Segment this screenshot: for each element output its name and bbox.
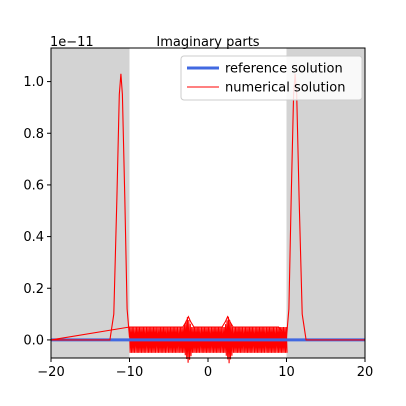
y-tick-label: 0.8: [23, 127, 44, 142]
legend: reference solution numerical solution: [180, 55, 363, 101]
legend-box: [180, 55, 363, 101]
y-scale-label: 1e−11: [50, 35, 94, 50]
y-tick-label: 0.6: [23, 178, 44, 193]
shaded-region-0: [51, 48, 130, 358]
chart-title: Imaginary parts: [156, 35, 259, 50]
x-tick-label: −10: [116, 365, 143, 380]
x-tick-label: 0: [204, 365, 212, 380]
y-tick-label: 0.2: [23, 282, 44, 297]
y-tick-label: 0.4: [23, 230, 44, 245]
legend-label-reference: reference solution: [225, 62, 343, 77]
x-tick-label: −20: [37, 365, 64, 380]
x-tick-label: 20: [357, 365, 374, 380]
y-tick-label: 0.0: [23, 333, 44, 348]
legend-label-numerical: numerical solution: [225, 81, 345, 96]
y-tick-label: 1.0: [23, 75, 44, 90]
x-tick-label: 10: [278, 365, 295, 380]
